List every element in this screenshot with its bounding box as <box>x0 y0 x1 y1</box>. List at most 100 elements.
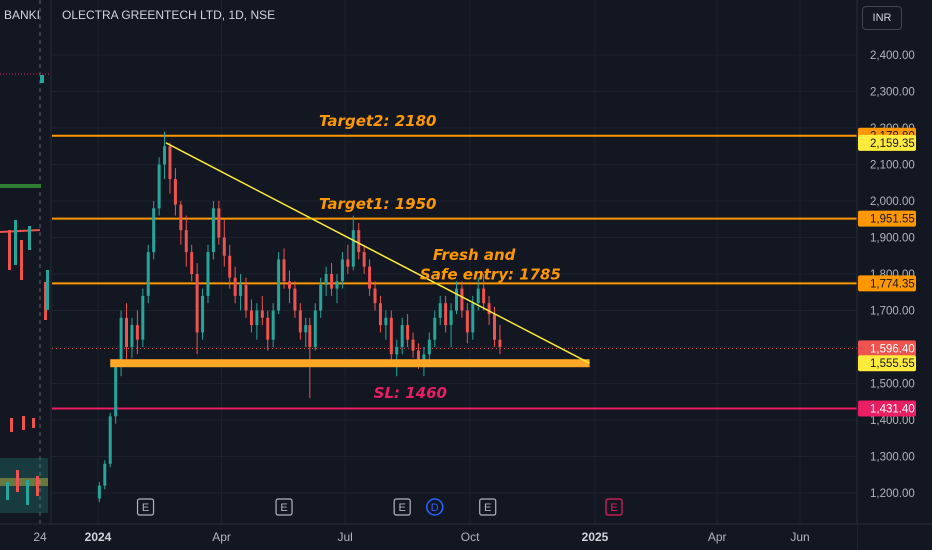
left-pane-candle <box>6 482 9 500</box>
left-pane-title[interactable]: BANKI <box>4 8 41 22</box>
candle-body <box>260 310 264 318</box>
left-pane-candle <box>28 226 31 250</box>
candle-body <box>179 204 183 231</box>
time-axis-ticks: 24 2024 Apr Jul Oct 2025 Apr Jun <box>33 530 809 544</box>
candle-body <box>465 310 469 333</box>
time-tick-label: Apr <box>212 530 231 544</box>
candle-body <box>324 274 328 285</box>
support-zone[interactable] <box>110 359 590 368</box>
price-label-text: 1,951.55 <box>870 214 915 226</box>
candle-body <box>201 295 205 333</box>
left-pane-candle <box>8 230 11 270</box>
candle-body <box>282 259 286 282</box>
candle-body <box>222 237 226 256</box>
candle-body <box>239 284 243 296</box>
time-tick-label: 2025 <box>582 530 609 544</box>
candle-body <box>416 350 420 362</box>
candle-body <box>266 317 270 340</box>
price-tick-label: 1,900.00 <box>870 233 915 245</box>
left-pane-candle <box>22 416 25 430</box>
dividend-marker[interactable] <box>426 498 444 516</box>
candle-body <box>304 325 308 333</box>
candle-body <box>498 339 502 347</box>
candle-body <box>476 288 480 304</box>
candle-body <box>346 259 350 267</box>
left-pane-candle <box>14 220 17 265</box>
left-pane-candle <box>16 470 19 492</box>
candle-body <box>119 317 123 368</box>
candle-body <box>108 416 112 464</box>
earnings-marker[interactable] <box>479 498 497 516</box>
left-pane-candle <box>36 476 39 496</box>
candle-body <box>373 288 377 304</box>
time-tick-label: Jun <box>790 530 809 544</box>
candle-body <box>460 288 464 311</box>
candle-body <box>157 164 161 209</box>
left-pane-band <box>0 184 41 188</box>
candle-body <box>277 259 281 311</box>
event-label: E <box>280 502 287 514</box>
candle-body <box>351 230 355 267</box>
candle-body <box>173 179 177 205</box>
candle-body <box>389 317 393 355</box>
earnings-marker[interactable] <box>275 498 293 516</box>
price-tick-label: 2,100.00 <box>870 160 915 172</box>
candle-body <box>103 463 107 486</box>
event-label: E <box>142 502 149 514</box>
candle-body <box>438 303 442 318</box>
candle-body <box>406 325 410 340</box>
candle-body <box>97 485 101 499</box>
candle-body <box>271 310 275 340</box>
price-label-box <box>858 275 916 292</box>
price-axis[interactable] <box>857 0 932 550</box>
candle-body <box>141 295 145 340</box>
candle-body <box>449 310 453 326</box>
event-label: E <box>610 502 617 514</box>
price-label-text: 1,596.40 <box>870 343 915 355</box>
price-tick-label: 2,400.00 <box>870 50 915 62</box>
candle-body <box>130 325 134 347</box>
time-axis[interactable] <box>0 524 857 550</box>
earnings-marker[interactable] <box>605 498 623 516</box>
left-pane-candle <box>20 240 23 280</box>
earnings-marker[interactable] <box>393 498 411 516</box>
time-tick-label: Jul <box>337 530 352 544</box>
price-label-box <box>858 210 916 227</box>
candle-body <box>308 325 312 347</box>
candle-body <box>335 281 339 289</box>
candle-body <box>357 230 361 253</box>
candle-body <box>168 146 172 180</box>
price-tick-label: 2,000.00 <box>870 196 915 208</box>
price-label-text: 2,159.35 <box>870 138 915 150</box>
time-tick-label: Oct <box>461 530 480 544</box>
candle-body <box>152 208 156 253</box>
candle-body <box>313 310 317 347</box>
candle-body <box>125 317 129 347</box>
candle-body <box>411 339 415 351</box>
candle-body <box>340 259 344 282</box>
candle-body <box>487 303 491 315</box>
drawings[interactable] <box>110 142 590 368</box>
price-tick-label: 2,300.00 <box>870 87 915 99</box>
left-pane-chart[interactable] <box>0 0 51 524</box>
symbol-title[interactable]: OLECTRA GREENTECH LTD, 1D, NSE <box>62 8 276 22</box>
candle-body <box>298 310 302 333</box>
candle-body <box>287 281 291 289</box>
time-tick-label: Apr <box>708 530 727 544</box>
candle-body <box>195 274 199 333</box>
left-pane-candle <box>44 282 47 320</box>
candle-body <box>444 303 448 326</box>
candle-body <box>190 252 194 274</box>
candle-body <box>433 317 437 340</box>
trendline[interactable] <box>165 142 590 364</box>
event-label: E <box>484 502 491 514</box>
currency-button[interactable]: INR <box>862 6 902 30</box>
price-label-box <box>858 134 916 151</box>
price-label-box <box>858 400 916 417</box>
price-axis-labels: 2,178.802,159.351,951.551,774.351,596.40… <box>858 127 916 417</box>
time-tick-label: 24 <box>33 530 47 544</box>
earnings-marker[interactable] <box>136 498 155 516</box>
candle-body <box>163 146 167 165</box>
